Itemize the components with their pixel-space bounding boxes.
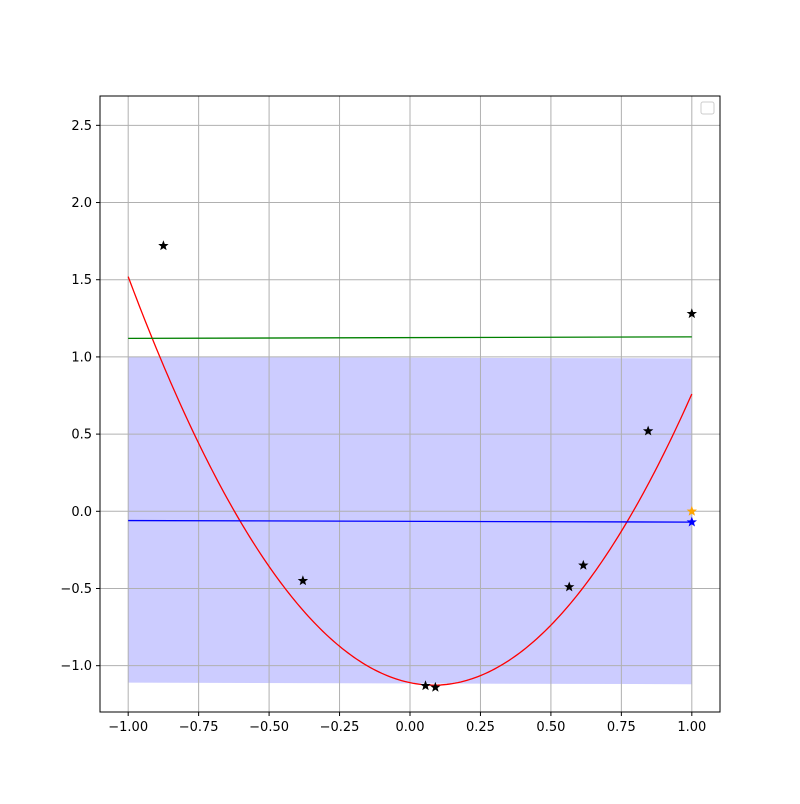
line-series <box>128 336 692 340</box>
grid-layer <box>100 96 720 712</box>
x-tick-label: 0.00 <box>396 720 425 735</box>
legend-box <box>700 101 715 115</box>
x-tick-label: 0.25 <box>466 720 495 735</box>
star-marker <box>686 505 698 516</box>
y-tick-label: 1.0 <box>71 350 92 365</box>
star-marker <box>686 308 698 319</box>
x-tick-label: 0.75 <box>607 720 636 735</box>
x-tick-label: −0.25 <box>320 720 360 735</box>
star-marker <box>430 681 441 692</box>
y-tick-label: 0.0 <box>71 505 92 520</box>
y-tick-label: −1.0 <box>60 659 92 674</box>
x-tick-label: −0.50 <box>249 720 289 735</box>
star-marker <box>686 516 698 527</box>
star-marker <box>564 581 575 592</box>
x-tick-label: −1.00 <box>108 720 148 735</box>
star-marker <box>297 575 309 586</box>
y-tick-label: 0.5 <box>71 428 92 443</box>
y-tick-label: −0.5 <box>60 582 92 597</box>
line-series <box>128 519 692 523</box>
curve-series <box>127 276 693 686</box>
star-marker <box>158 240 169 251</box>
x-tick-label: 1.00 <box>677 720 706 735</box>
y-tick-label: 2.0 <box>71 196 92 211</box>
x-tick-label: −0.75 <box>179 720 219 735</box>
y-tick-label: 1.5 <box>71 273 92 288</box>
y-axis: −1.0 −0.5 0.0 0.5 1.0 1.5 2.0 2.5 <box>60 119 100 674</box>
marker-layer <box>158 240 698 692</box>
star-marker <box>578 559 589 570</box>
series-layer <box>127 276 693 686</box>
y-tick-label: 2.5 <box>71 119 92 134</box>
legend <box>700 101 715 115</box>
star-marker <box>420 680 431 691</box>
star-marker <box>642 425 654 436</box>
x-axis: −1.00 −0.75 −0.50 −0.25 0.00 0.25 0.50 0.75 1.00 <box>108 712 706 735</box>
x-tick-label: 0.50 <box>536 720 565 735</box>
